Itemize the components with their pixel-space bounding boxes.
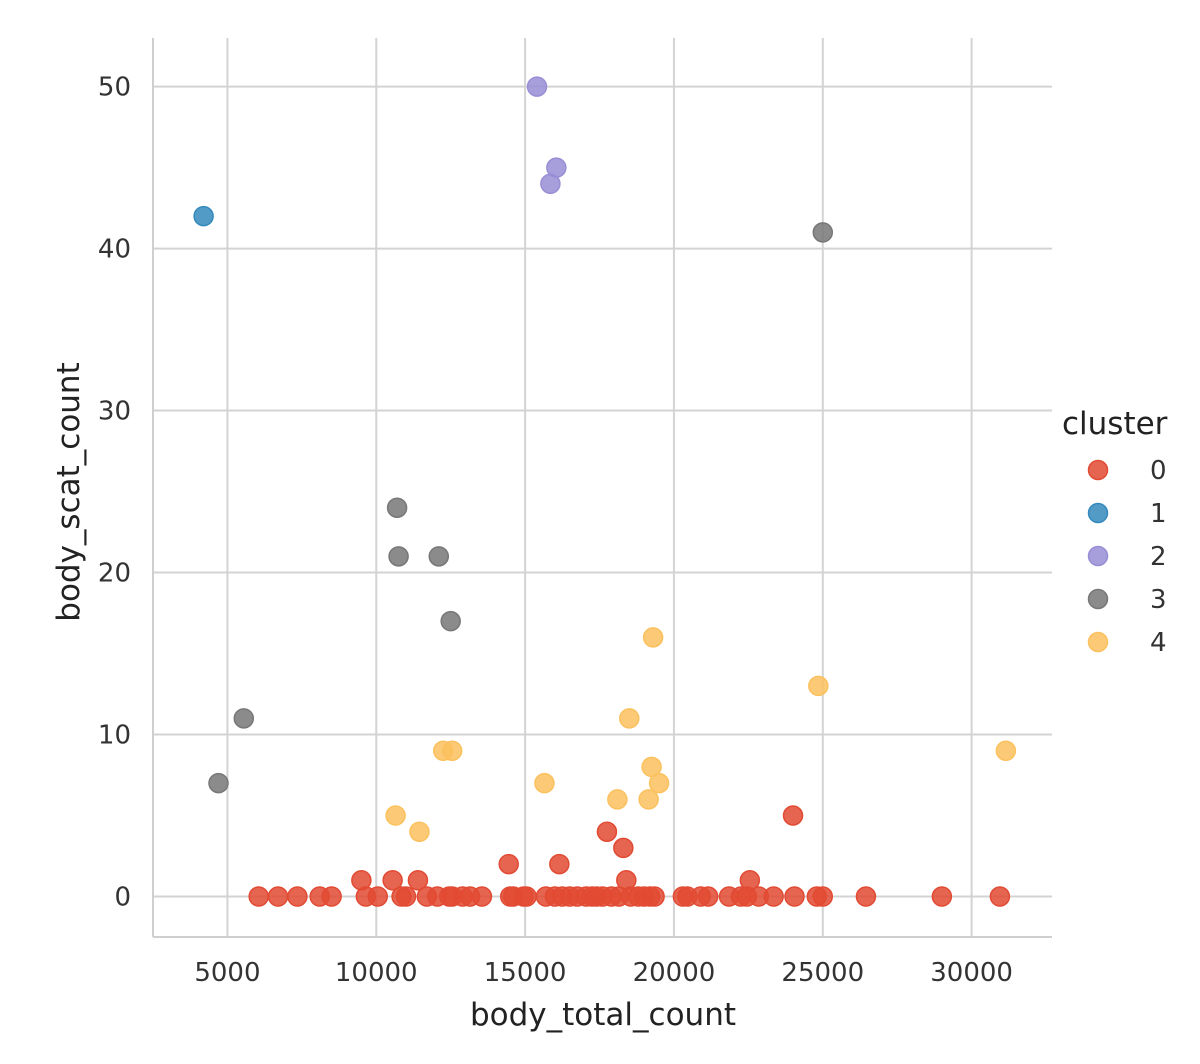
legend-item-0: 0 xyxy=(1087,456,1167,486)
y-tick-label: 0 xyxy=(114,883,131,913)
x-tick-label: 30000 xyxy=(930,958,1013,988)
legend-marker xyxy=(1087,588,1109,610)
series-cluster-0 xyxy=(248,805,1011,907)
axes-spines xyxy=(152,38,1052,938)
data-point xyxy=(808,675,829,697)
data-point xyxy=(526,76,548,97)
x-tick-label: 15000 xyxy=(484,958,567,988)
legend-label: 3 xyxy=(1150,585,1167,615)
legend-label: 0 xyxy=(1150,456,1167,486)
y-axis-label: body_scat_count xyxy=(51,362,87,621)
data-point xyxy=(812,222,834,243)
data-point xyxy=(739,870,761,891)
data-point xyxy=(638,789,659,810)
data-point xyxy=(386,497,408,518)
x-tick-label: 10000 xyxy=(335,958,418,988)
data-point xyxy=(812,886,834,907)
data-point xyxy=(931,886,953,907)
data-point xyxy=(208,772,229,794)
series-cluster-4 xyxy=(385,627,1017,842)
data-point xyxy=(619,708,640,729)
data-point xyxy=(440,610,461,632)
data-point xyxy=(763,886,784,907)
data-point xyxy=(534,772,555,794)
series-cluster-1 xyxy=(193,205,214,227)
data-point xyxy=(516,886,537,907)
data-point xyxy=(441,740,463,761)
legend-title: cluster xyxy=(1062,406,1168,442)
grid xyxy=(153,38,1052,937)
legend-marker xyxy=(1087,545,1109,567)
data-point xyxy=(546,157,567,178)
data-point xyxy=(498,853,519,875)
data-point xyxy=(428,546,450,567)
data-point xyxy=(267,886,289,907)
series-cluster-2 xyxy=(526,76,567,195)
data-point xyxy=(648,772,670,794)
data-point xyxy=(697,886,719,907)
data-point xyxy=(596,821,618,842)
data-point xyxy=(382,870,403,891)
legend-marker xyxy=(1087,631,1109,653)
data-point xyxy=(471,886,493,907)
legend-label: 4 xyxy=(1150,628,1167,658)
legend-items: 0 1 2 3 4 xyxy=(1087,456,1167,658)
data-point xyxy=(287,886,308,907)
series-cluster-3 xyxy=(208,222,834,794)
y-tick-label: 10 xyxy=(98,721,131,751)
data-point xyxy=(855,886,877,907)
data-point xyxy=(388,546,409,567)
legend-marker xyxy=(1087,459,1109,481)
data-point xyxy=(233,708,255,729)
legend-item-3: 3 xyxy=(1087,585,1167,615)
data-point xyxy=(321,886,342,907)
legend-item-4: 4 xyxy=(1087,628,1167,658)
legend-item-2: 2 xyxy=(1087,542,1167,572)
y-tick-label: 20 xyxy=(98,559,131,589)
legend-label: 2 xyxy=(1150,542,1167,572)
x-tick-label: 20000 xyxy=(633,958,716,988)
data-point xyxy=(782,805,804,826)
data-points xyxy=(193,76,1017,907)
data-point xyxy=(409,821,430,842)
legend: cluster 0 1 2 3 4 xyxy=(1062,406,1168,658)
y-tick-labels: 0 10 20 30 40 50 xyxy=(98,73,131,913)
data-point xyxy=(385,805,406,826)
x-tick-labels: 5000 10000 15000 20000 25000 30000 xyxy=(194,958,1013,988)
legend-marker xyxy=(1087,502,1109,524)
data-point xyxy=(989,886,1011,907)
x-tick-label: 25000 xyxy=(781,958,864,988)
data-point xyxy=(367,886,388,907)
data-point xyxy=(644,886,665,907)
data-point xyxy=(395,886,417,907)
data-point xyxy=(642,627,664,648)
x-tick-label: 5000 xyxy=(194,958,260,988)
data-point xyxy=(995,740,1017,761)
y-tick-label: 30 xyxy=(98,397,131,427)
data-point xyxy=(607,789,628,810)
y-tick-label: 50 xyxy=(98,73,131,103)
legend-label: 1 xyxy=(1150,499,1167,529)
data-point xyxy=(613,837,634,859)
y-tick-label: 40 xyxy=(98,235,131,265)
data-point xyxy=(193,205,214,227)
x-axis-label: body_total_count xyxy=(470,997,736,1033)
data-point xyxy=(407,870,429,891)
legend-item-1: 1 xyxy=(1087,499,1167,529)
data-point xyxy=(549,853,570,875)
data-point xyxy=(784,886,805,907)
data-point xyxy=(248,886,269,907)
